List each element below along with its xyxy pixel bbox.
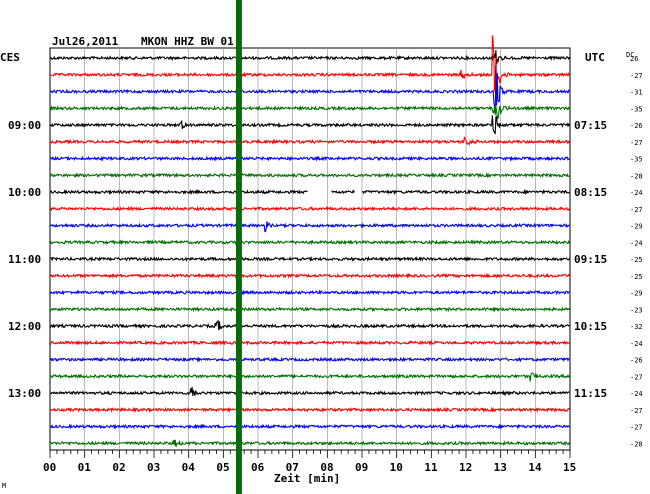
chart-grid (49, 47, 571, 458)
dc-offset-label: -32 (630, 323, 643, 331)
station-label: MKON HHZ BW 01 (141, 35, 234, 48)
x-tick-label: 05 (216, 461, 229, 474)
dc-label: DC (626, 51, 634, 59)
trace-13 (49, 272, 570, 280)
marker-line-group (235, 0, 242, 494)
left-hour-label: 10:00 (8, 186, 41, 199)
dc-offset-label: -23 (630, 306, 643, 314)
right-hour-label: 10:15 (574, 320, 607, 333)
dc-offset-label: -35 (630, 156, 643, 164)
dc-offset-label: -27 (630, 72, 643, 80)
dc-offset-label: -24 (630, 390, 643, 398)
trace-20 (49, 386, 570, 396)
trace-19 (49, 372, 570, 382)
label-group: 00 01 02 03 04 05 06 07 08 09 10 11 12 13 14 15 09:00 10:… (8, 55, 643, 474)
x-tick-label: 10 (390, 461, 403, 474)
right-zone-label: UTC (585, 51, 605, 64)
trace-15 (49, 305, 570, 313)
dc-offset-label: -27 (630, 373, 643, 381)
dc-offset-label: -27 (630, 206, 643, 214)
trace-group (49, 35, 570, 448)
marker-line (235, 0, 242, 494)
trace-5 (49, 135, 570, 146)
x-tick-label: 00 (43, 461, 56, 474)
x-tick-label: 11 (424, 461, 438, 474)
trace-17 (49, 339, 570, 347)
x-tick-label: 08 (320, 461, 333, 474)
x-tick-label: 06 (251, 461, 265, 474)
dc-offset-label: 26 (630, 55, 638, 63)
trace-22 (49, 423, 570, 430)
left-hour-label: 13:00 (8, 387, 41, 400)
dc-offset-label: -25 (630, 256, 643, 264)
right-hour-label: 11:15 (574, 387, 607, 400)
dc-offset-label: -31 (630, 89, 643, 97)
dc-offset-label: -24 (630, 239, 643, 247)
dc-offset-label: -27 (630, 424, 643, 432)
dc-offset-label: -29 (630, 223, 643, 231)
trace-11 (49, 239, 570, 246)
trace-0 (49, 49, 570, 65)
left-hour-label: 11:00 (8, 253, 41, 266)
x-tick-label: 09 (355, 461, 368, 474)
dc-offset-label: -24 (630, 340, 643, 348)
dc-offset-label: -28 (630, 440, 643, 448)
x-tick-label: 01 (78, 461, 92, 474)
dc-offset-label: -25 (630, 273, 643, 281)
right-hour-label: 07:15 (574, 119, 607, 132)
x-tick-label: 02 (112, 461, 125, 474)
dc-offset-label: -26 (630, 122, 643, 130)
trace-8 (49, 188, 570, 196)
trace-23 (49, 439, 570, 448)
trace-9 (49, 205, 570, 212)
trace-18 (49, 356, 570, 363)
trace-12 (50, 255, 570, 263)
x-axis-title: Zeit [min] (274, 472, 340, 485)
trace-4 (49, 115, 570, 135)
trace-1 (49, 35, 570, 94)
trace-2 (49, 65, 570, 115)
x-tick-label: 04 (182, 461, 196, 474)
plot-frame (49, 47, 571, 451)
trace-14 (49, 289, 570, 296)
trace-10 (49, 221, 570, 233)
x-tick-label: 13 (494, 461, 507, 474)
trace-6 (49, 155, 570, 162)
x-tick-label: 15 (563, 461, 576, 474)
trace-3 (49, 105, 570, 120)
dc-offset-label: -29 (630, 290, 643, 298)
date-label: Jul26,2011 (52, 35, 119, 48)
left-hour-label: 12:00 (8, 320, 41, 333)
trace-7 (49, 171, 570, 179)
dc-offset-label: -27 (630, 139, 643, 147)
x-tick-label: 12 (459, 461, 472, 474)
dc-offset-label: -24 (630, 189, 643, 197)
left-zone-label: CES (0, 51, 20, 64)
right-hour-label: 08:15 (574, 186, 607, 199)
dc-offset-label: -26 (630, 357, 643, 365)
left-hour-label: 09:00 (8, 119, 41, 132)
x-tick-label: 14 (528, 461, 542, 474)
x-tick-label: 07 (286, 461, 299, 474)
trace-21 (49, 406, 570, 413)
x-tick-label: 03 (147, 461, 160, 474)
dc-offset-label: -27 (630, 407, 643, 415)
dc-offset-label: -28 (630, 172, 643, 180)
corner-mark: M (2, 482, 6, 490)
right-hour-label: 09:15 (574, 253, 607, 266)
trace-16 (49, 319, 570, 331)
dc-offset-label: -35 (630, 105, 643, 113)
